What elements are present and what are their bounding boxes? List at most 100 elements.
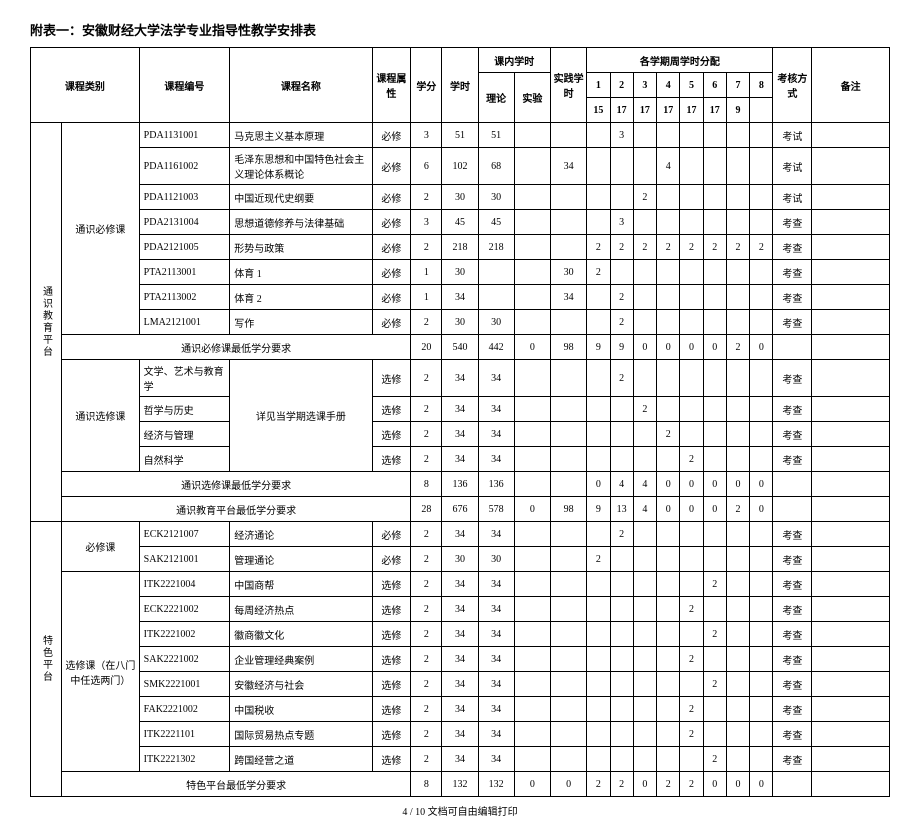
sem-cell (750, 572, 773, 597)
sem-cell (587, 522, 610, 547)
sem-cell (610, 422, 633, 447)
sem-cell (587, 123, 610, 148)
lab-cell (514, 123, 550, 148)
sem-cell (680, 148, 703, 185)
sem-cell (587, 185, 610, 210)
note-cell (812, 260, 890, 285)
cell: 0 (633, 772, 656, 797)
theory-cell: 34 (478, 622, 514, 647)
note-cell (812, 148, 890, 185)
note-cell (812, 285, 890, 310)
sem-cell (726, 360, 749, 397)
cell: 136 (442, 472, 478, 497)
sem-cell: 2 (680, 235, 703, 260)
sem-cell (703, 447, 726, 472)
sem-cell (610, 672, 633, 697)
sem-cell: 2 (726, 235, 749, 260)
lab-cell (514, 397, 550, 422)
sem-cell (610, 148, 633, 185)
sem-cell (657, 447, 680, 472)
credits-cell: 2 (411, 672, 442, 697)
cell (812, 335, 890, 360)
cell: 0 (750, 472, 773, 497)
platform-total-row: 特色平台最低学分要求81321320022022000 (31, 772, 890, 797)
sem-cell (587, 310, 610, 335)
hdr-sem-week: 17 (633, 98, 656, 123)
sem-cell (703, 647, 726, 672)
cell: 540 (442, 335, 478, 360)
name-cell: 毛泽东思想和中国特色社会主义理论体系概论 (230, 148, 372, 185)
hdr-sem-num: 3 (633, 73, 656, 98)
sem-cell: 2 (703, 672, 726, 697)
assess-cell: 考查 (773, 572, 812, 597)
sem-cell (750, 697, 773, 722)
assess-cell: 考查 (773, 422, 812, 447)
sem-cell (633, 360, 656, 397)
table-row: 经济与管理选修234342考查 (31, 422, 890, 447)
assess-cell: 考查 (773, 747, 812, 772)
hdr-sem-num: 4 (657, 73, 680, 98)
cell: 8 (411, 472, 442, 497)
sem-cell (633, 123, 656, 148)
table-row: FAK2221002中国税收选修234342考查 (31, 697, 890, 722)
hdr-lab: 实验 (514, 73, 550, 123)
credits-cell: 2 (411, 597, 442, 622)
sem-cell (680, 522, 703, 547)
cell (812, 472, 890, 497)
note-cell (812, 697, 890, 722)
cell: 0 (680, 335, 703, 360)
sem-cell (633, 722, 656, 747)
sem-cell (703, 547, 726, 572)
sem-cell (726, 285, 749, 310)
sem-cell (680, 360, 703, 397)
note-cell (812, 672, 890, 697)
hours-cell: 34 (442, 572, 478, 597)
attr-cell: 选修 (372, 722, 411, 747)
hours-cell: 34 (442, 747, 478, 772)
note-cell (812, 747, 890, 772)
hours-cell: 30 (442, 310, 478, 335)
lab-cell (514, 260, 550, 285)
sem-cell (610, 597, 633, 622)
sem-cell (726, 647, 749, 672)
cell: 132 (442, 772, 478, 797)
sem-cell (726, 185, 749, 210)
assess-cell: 考查 (773, 235, 812, 260)
sem-cell (657, 260, 680, 285)
hdr-sem-num: 6 (703, 73, 726, 98)
cell (773, 772, 812, 797)
sem-cell (726, 123, 749, 148)
sem-cell (680, 397, 703, 422)
sem-cell: 2 (680, 447, 703, 472)
sem-cell (657, 697, 680, 722)
assess-cell: 考查 (773, 722, 812, 747)
sem-cell (657, 597, 680, 622)
note-cell (812, 210, 890, 235)
credits-cell: 3 (411, 210, 442, 235)
attr-cell: 选修 (372, 622, 411, 647)
cell: 20 (411, 335, 442, 360)
sem-cell (750, 447, 773, 472)
sem-cell: 3 (610, 123, 633, 148)
sem-cell (750, 310, 773, 335)
prac-cell (551, 397, 587, 422)
hdr-sem-num: 1 (587, 73, 610, 98)
assess-cell: 考查 (773, 260, 812, 285)
prac-cell (551, 547, 587, 572)
sem-cell: 2 (657, 422, 680, 447)
code-cell: ITK2221002 (139, 622, 230, 647)
sem-cell (610, 747, 633, 772)
sem-cell (657, 747, 680, 772)
sem-cell (657, 185, 680, 210)
prac-cell (551, 597, 587, 622)
hours-cell: 30 (442, 185, 478, 210)
assess-cell: 考查 (773, 397, 812, 422)
prac-cell (551, 185, 587, 210)
hours-cell: 30 (442, 260, 478, 285)
assess-cell: 考查 (773, 310, 812, 335)
assess-cell: 考查 (773, 672, 812, 697)
note-cell (812, 722, 890, 747)
sem-cell (633, 210, 656, 235)
sem-cell (587, 622, 610, 647)
sem-cell: 2 (703, 747, 726, 772)
